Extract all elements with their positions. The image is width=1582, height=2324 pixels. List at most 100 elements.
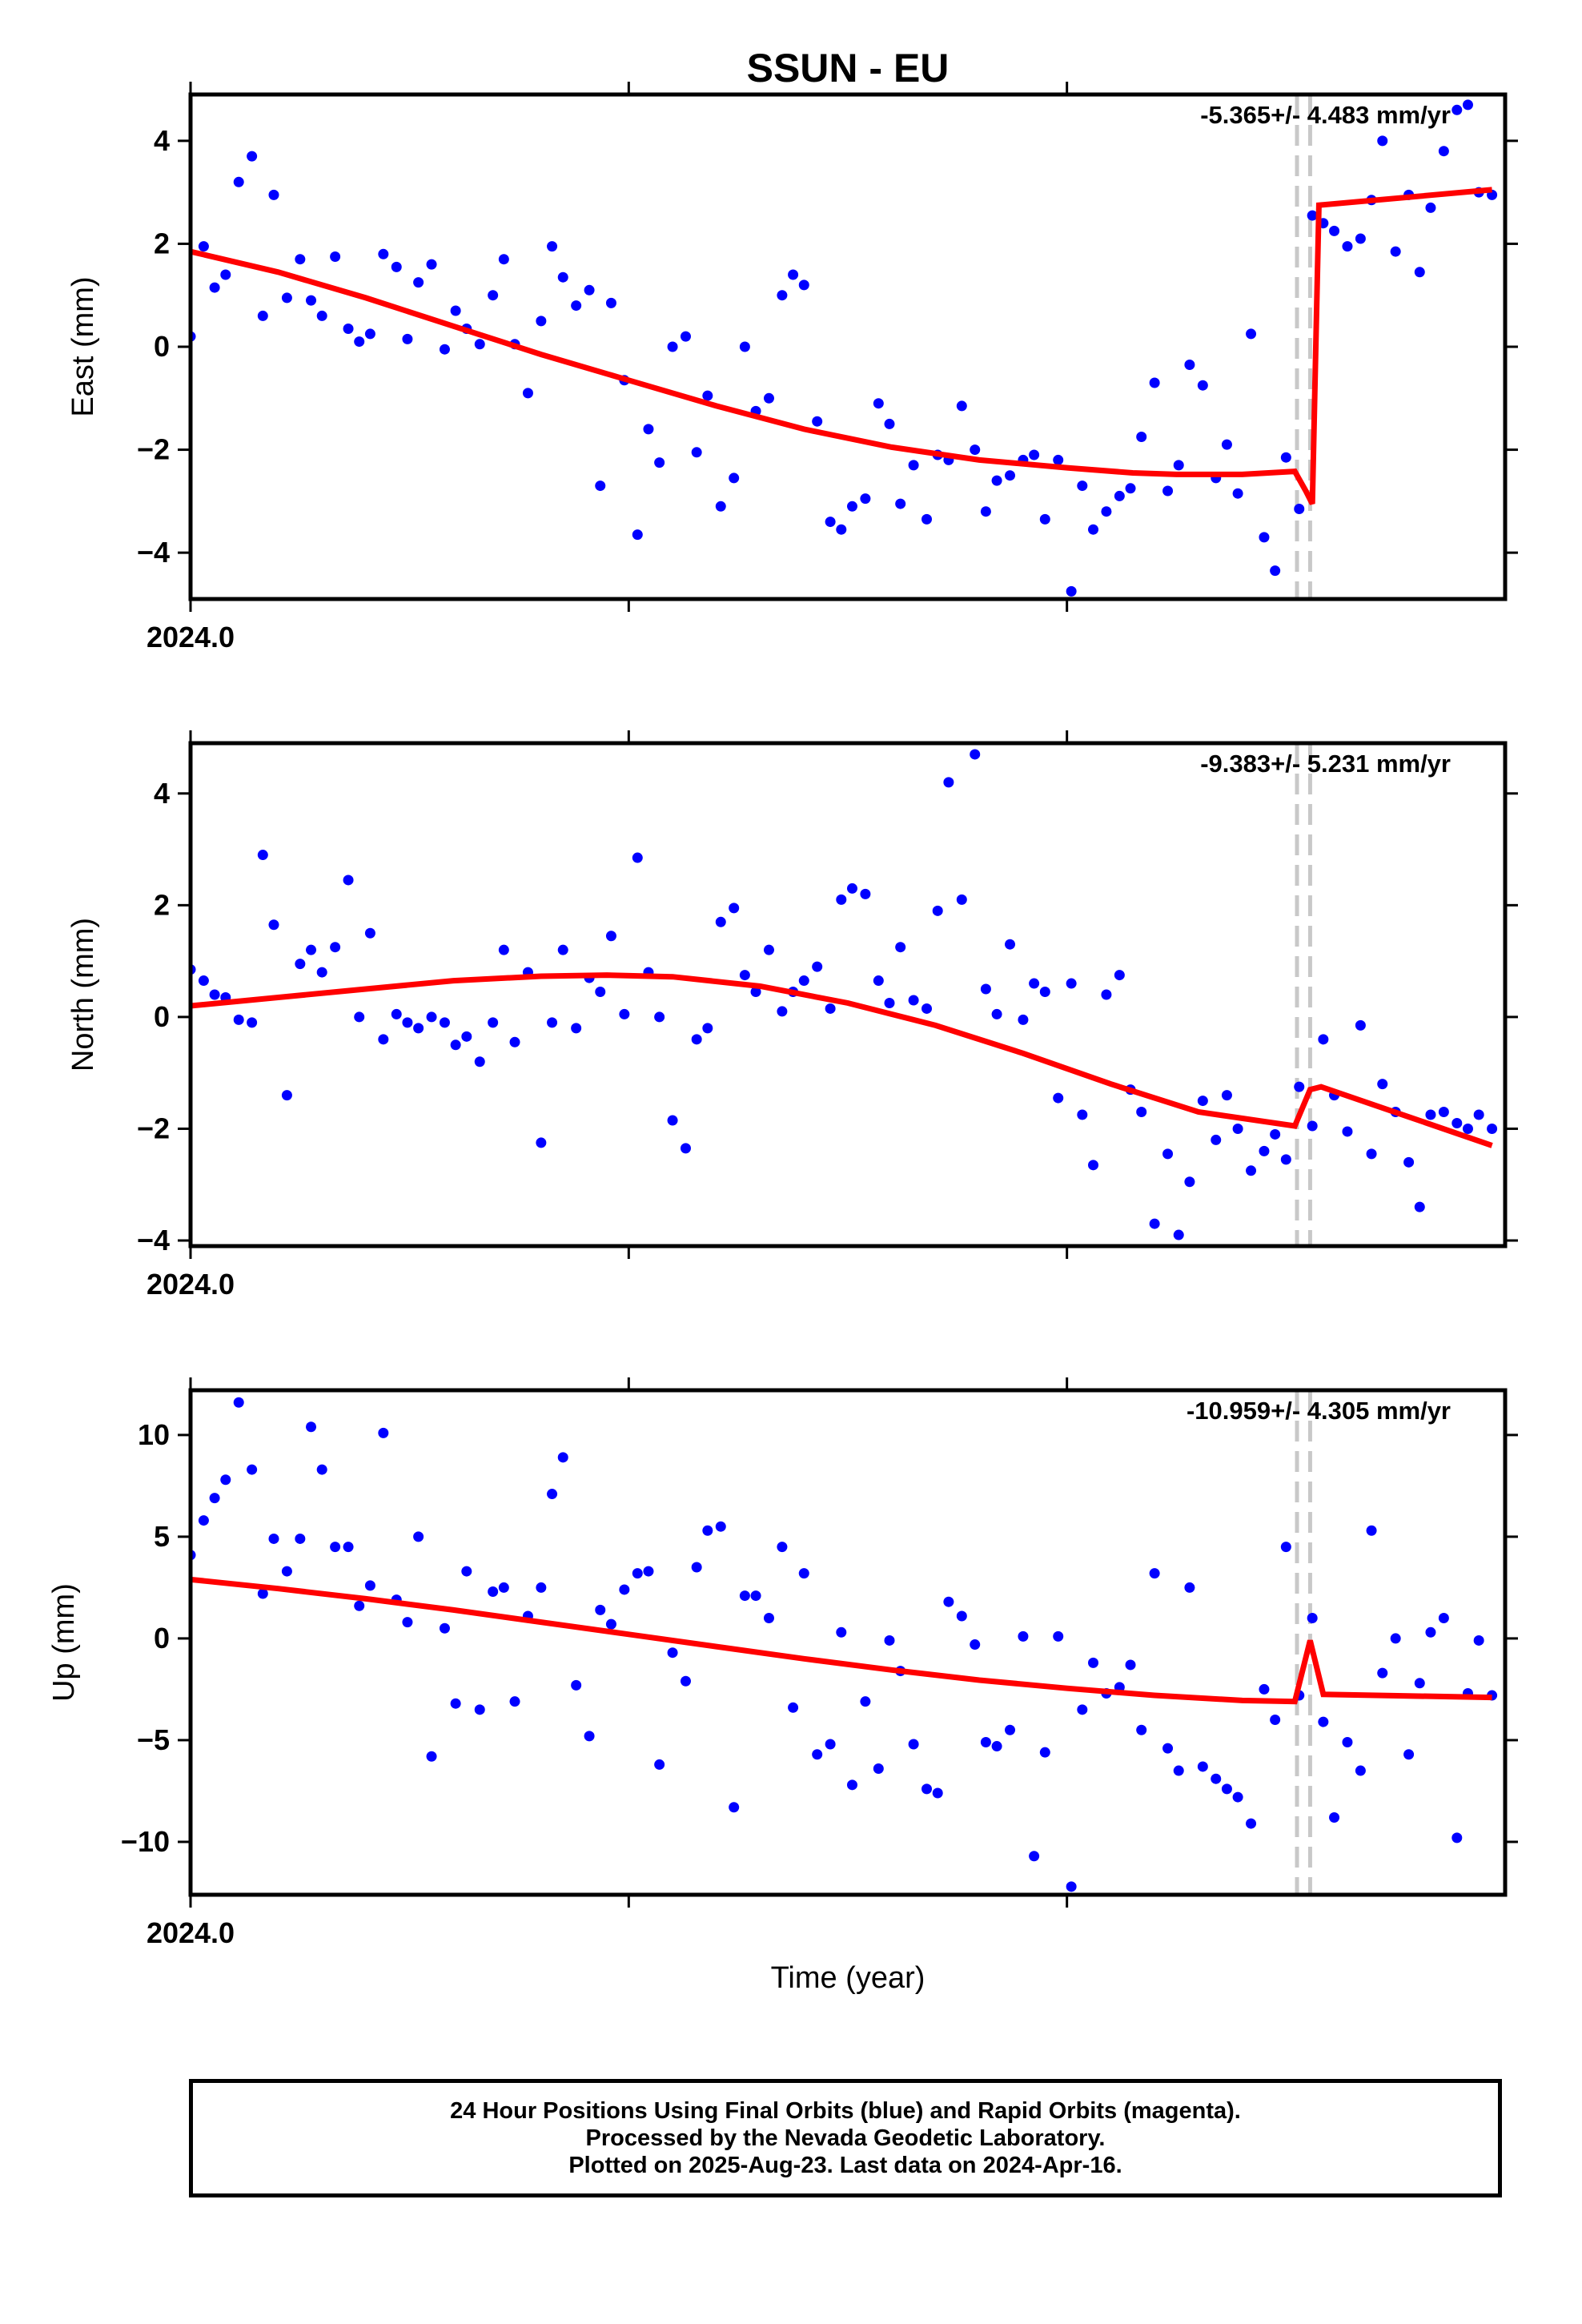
north-data-point xyxy=(488,1017,499,1028)
up-data-point xyxy=(884,1634,895,1646)
north-data-point xyxy=(306,944,317,955)
up-data-point xyxy=(316,1464,327,1475)
north-data-point xyxy=(1211,1134,1222,1145)
north-data-point xyxy=(1005,939,1016,950)
east-data-point xyxy=(522,388,533,399)
up-data-point xyxy=(970,1639,981,1651)
north-rate-annotation: -9.383+/- 5.231 mm/yr xyxy=(1200,750,1451,778)
north-data-point xyxy=(932,905,943,916)
up-data-point xyxy=(364,1580,375,1591)
up-data-point xyxy=(1403,1749,1415,1760)
north-data-point xyxy=(1414,1201,1425,1212)
up-plot-area xyxy=(191,1397,1498,1892)
east-data-point xyxy=(354,336,365,348)
east-data-point xyxy=(632,529,643,541)
east-data-point xyxy=(825,517,836,528)
east-data-point xyxy=(970,444,981,456)
north-data-point xyxy=(233,1014,244,1025)
up-model-fit-line xyxy=(191,1576,1492,1705)
north-data-point xyxy=(1162,1148,1174,1160)
east-data-point xyxy=(1246,328,1257,340)
up-data-point xyxy=(402,1617,413,1628)
east-data-point xyxy=(788,269,799,280)
east-data-point xyxy=(1438,146,1449,157)
east-data-point xyxy=(1149,377,1160,388)
up-data-point xyxy=(281,1566,292,1577)
up-data-point xyxy=(932,1787,943,1799)
north-data-point xyxy=(295,959,306,970)
up-data-point xyxy=(1005,1724,1016,1735)
footer-caption-box: 24 Hour Positions Using Final Orbits (bl… xyxy=(189,2079,1502,2197)
up-data-point xyxy=(798,1568,809,1579)
up-data-point xyxy=(536,1582,547,1593)
east-data-point xyxy=(1184,360,1195,370)
north-data-point xyxy=(330,942,341,953)
north-data-point xyxy=(343,875,354,886)
east-y-tick-label: −4 xyxy=(137,536,170,569)
east-data-point xyxy=(1390,246,1401,257)
up-data-point xyxy=(1125,1659,1136,1671)
east-x-tick-label: 2024.0 xyxy=(147,621,235,653)
east-data-point xyxy=(426,259,437,270)
north-data-point xyxy=(1366,1148,1377,1160)
up-data-point xyxy=(825,1739,836,1750)
up-data-point xyxy=(1162,1743,1174,1754)
east-frame xyxy=(188,92,1508,601)
up-data-point xyxy=(1018,1630,1029,1642)
east-data-point xyxy=(209,282,220,293)
north-data-point xyxy=(316,967,327,978)
east-data-point xyxy=(571,300,582,312)
east-data-point xyxy=(1173,460,1184,471)
up-data-point xyxy=(1197,1761,1208,1772)
north-data-point xyxy=(825,1003,836,1014)
north-data-point xyxy=(1473,1109,1484,1120)
up-data-point xyxy=(198,1515,209,1526)
up-data-point xyxy=(1390,1633,1401,1644)
east-data-point xyxy=(488,290,499,301)
up-data-point xyxy=(1149,1568,1160,1579)
north-data-point xyxy=(1101,989,1112,1000)
north-data-point xyxy=(198,975,209,987)
east-data-point xyxy=(1162,485,1174,497)
east-data-point xyxy=(257,310,268,321)
up-data-point xyxy=(1088,1657,1099,1668)
north-data-point xyxy=(439,1017,450,1028)
up-data-point xyxy=(247,1464,258,1475)
east-y-tick-label: 2 xyxy=(154,227,170,259)
north-data-point xyxy=(1438,1107,1449,1118)
east-data-point xyxy=(1066,585,1077,597)
east-data-point xyxy=(715,501,726,512)
east-data-point xyxy=(643,424,654,435)
east-data-point xyxy=(584,284,595,296)
north-data-point xyxy=(680,1143,691,1154)
east-data-point xyxy=(680,331,691,342)
footer-line-plot-date: Plotted on 2025-Aug-23. Last data on 202… xyxy=(568,2153,1122,2178)
east-data-point xyxy=(378,248,389,259)
up-data-point xyxy=(739,1590,750,1602)
north-data-point xyxy=(702,1023,713,1034)
up-y-axis-label: Up (mm) xyxy=(47,1583,81,1702)
east-data-point xyxy=(1294,504,1305,514)
up-data-point xyxy=(1221,1783,1232,1795)
north-data-point xyxy=(1462,1123,1473,1134)
north-data-point xyxy=(247,1017,258,1028)
north-data-point xyxy=(812,961,823,972)
north-data-point xyxy=(1280,1154,1291,1165)
north-data-point xyxy=(557,944,568,955)
east-rate-annotation: -5.365+/- 4.483 mm/yr xyxy=(1200,101,1451,129)
east-data-point xyxy=(908,460,919,471)
north-data-point xyxy=(1018,1014,1029,1025)
up-data-point xyxy=(354,1600,365,1611)
north-data-point xyxy=(536,1137,547,1148)
north-data-point xyxy=(884,997,895,1008)
up-data-point xyxy=(691,1562,702,1573)
north-data-point xyxy=(1307,1120,1318,1132)
north-data-point xyxy=(209,989,220,1000)
north-data-point xyxy=(547,1017,558,1028)
north-data-point xyxy=(1114,970,1125,981)
east-data-point xyxy=(1197,380,1208,391)
north-data-point xyxy=(1184,1176,1195,1188)
north-data-point xyxy=(1246,1165,1257,1176)
north-frame xyxy=(188,741,1508,1248)
